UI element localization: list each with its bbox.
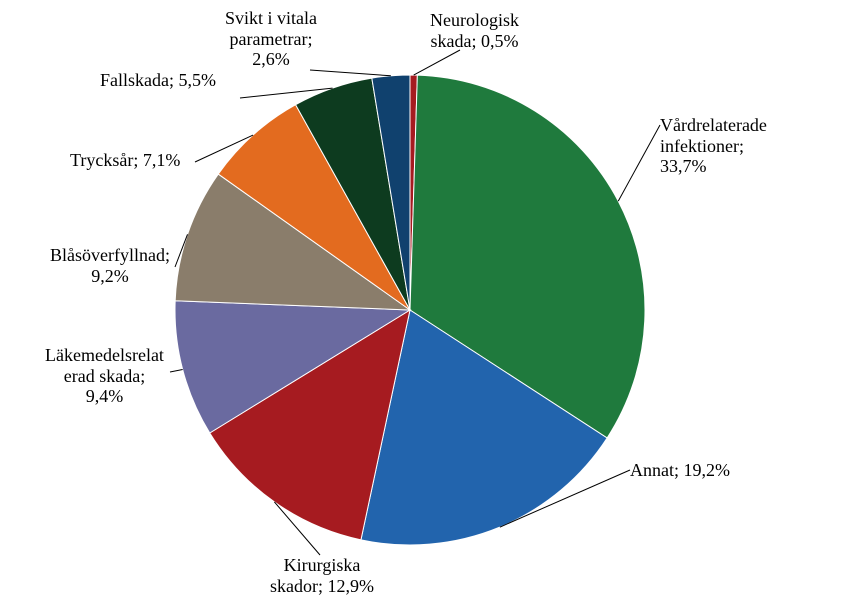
slice-label: Blåsöverfyllnad; 9,2% bbox=[50, 245, 170, 286]
slice-label: Fallskada; 5,5% bbox=[100, 70, 216, 91]
slice-label: Vårdrelaterade infektioner; 33,7% bbox=[660, 115, 767, 177]
leader-line bbox=[170, 369, 183, 372]
leader-line bbox=[310, 70, 391, 76]
slice-label: Svikt i vitala parametrar; 2,6% bbox=[225, 8, 317, 70]
pie-chart-svg bbox=[0, 0, 844, 609]
leader-line bbox=[618, 125, 660, 201]
slice-label: Kirurgiska skador; 12,9% bbox=[270, 555, 374, 596]
leader-line bbox=[414, 50, 460, 75]
pie-chart: Neurologisk skada; 0,5% Vårdrelaterade in… bbox=[0, 0, 844, 609]
slice-label: Annat; 19,2% bbox=[630, 460, 730, 481]
slice-label: Trycksår; 7,1% bbox=[70, 150, 180, 171]
slice-label: Läkemedelsrelat erad skada; 9,4% bbox=[45, 345, 164, 407]
slice-label: Neurologisk skada; 0,5% bbox=[430, 10, 519, 51]
